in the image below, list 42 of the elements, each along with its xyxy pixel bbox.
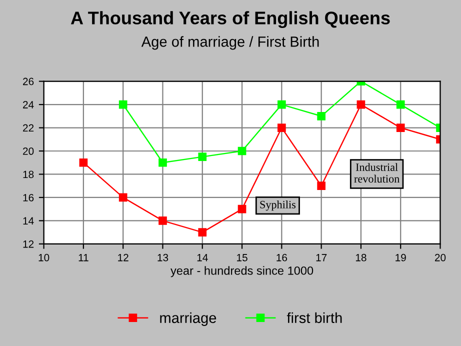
chart-subtitle: Age of marriage / First Birth <box>141 36 319 50</box>
point <box>278 100 286 109</box>
x-tick-label: 17 <box>316 254 327 262</box>
legend-label: marriage <box>160 312 216 326</box>
point <box>396 100 405 109</box>
annotation: Industrial revolution <box>354 163 400 183</box>
point <box>198 152 207 161</box>
point <box>158 216 167 225</box>
point <box>238 146 246 156</box>
y-tick-label: 20 <box>23 148 34 155</box>
point <box>118 193 128 202</box>
x-tick-label: 14 <box>197 254 208 262</box>
x-axis-title: year - hundreds since 1000 <box>170 266 314 278</box>
point <box>198 228 207 236</box>
y-tick-label: 14 <box>23 217 34 224</box>
y-tick-label: 16 <box>23 194 34 202</box>
y-tick-label: 26 <box>23 78 34 86</box>
legend-label: first birth <box>286 312 342 324</box>
point <box>158 158 167 167</box>
point <box>396 124 405 132</box>
x-tick-label: 15 <box>237 254 248 262</box>
x-tick-label: 16 <box>276 254 288 262</box>
x-tick-label: 10 <box>38 254 50 262</box>
y-tick-label: 22 <box>23 124 34 132</box>
point <box>118 100 128 109</box>
x-tick-label: 19 <box>396 254 406 262</box>
annotation: Syphilis <box>260 200 296 211</box>
point <box>238 204 246 214</box>
point <box>317 182 326 190</box>
point <box>79 158 88 167</box>
x-tick-label: 18 <box>356 254 366 262</box>
point <box>356 100 366 109</box>
y-tick-label: 24 <box>23 101 34 108</box>
x-tick-label: 11 <box>78 254 88 262</box>
point <box>317 112 326 120</box>
x-tick-label: 20 <box>434 254 446 262</box>
x-tick-label: 12 <box>118 254 128 262</box>
point <box>278 124 286 132</box>
y-tick-label: 12 <box>23 240 34 248</box>
y-tick-label: 18 <box>23 170 34 178</box>
x-tick-label: 13 <box>158 254 168 262</box>
chart-title: A Thousand Years of English Queens <box>70 11 390 28</box>
